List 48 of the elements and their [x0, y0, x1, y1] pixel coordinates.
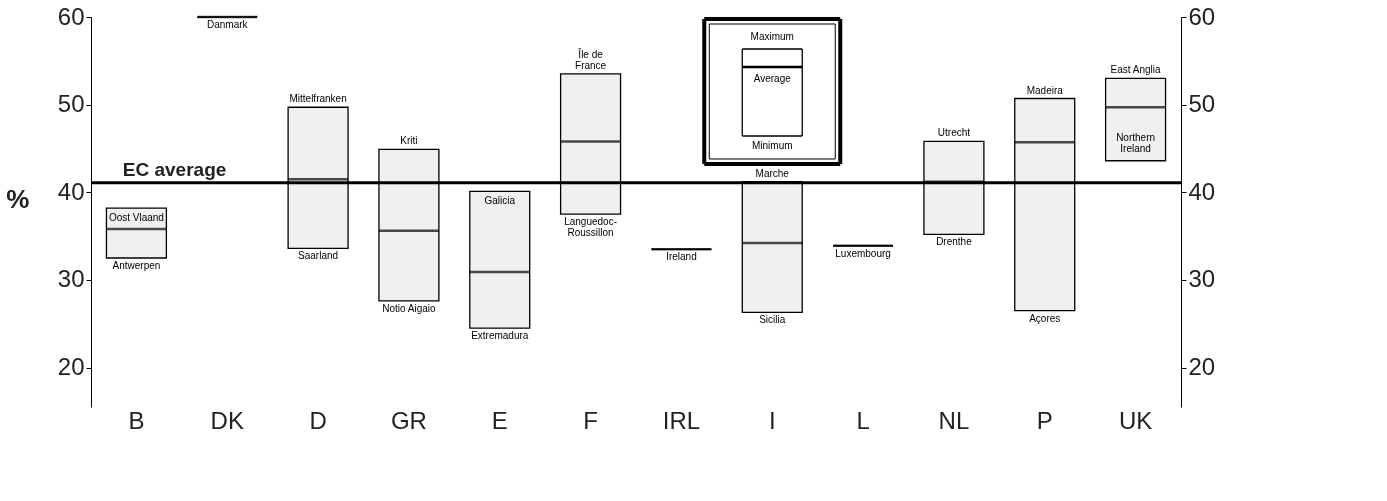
annotation: Maximum: [750, 31, 794, 42]
annotation: East Anglia: [1110, 64, 1162, 76]
annotation: Galicia: [484, 195, 516, 207]
annotation: Mittelfranken: [289, 93, 347, 105]
x-tick-label: UK: [1118, 406, 1153, 434]
annotation: Languedoc-Roussillon: [564, 216, 617, 239]
x-tick-label: IRL: [662, 406, 701, 434]
x-tick-label: D: [309, 406, 327, 434]
annotation: Minimum: [751, 140, 793, 151]
x-tick-label: DK: [210, 406, 244, 434]
x-tick-label: L: [856, 406, 870, 434]
x-tick-label: I: [768, 406, 776, 434]
y2-tick-label: 60: [1188, 2, 1216, 30]
y-tick-label: 60: [57, 2, 85, 30]
annotation: Drenthe: [936, 236, 973, 248]
x-tick-label: NL: [938, 406, 970, 434]
annotation: Average: [753, 73, 792, 84]
y-axis-title: %: [6, 183, 30, 214]
annotation: Madeira: [1026, 84, 1064, 96]
annotation: Île de France: [575, 47, 607, 71]
annotation: Antwerpen: [112, 260, 161, 272]
annotation: Extremadura: [471, 330, 529, 342]
y2-tick-label: 40: [1188, 177, 1216, 205]
annotation: Saarland: [298, 250, 339, 262]
annotation: Açores: [1029, 312, 1061, 324]
y2-tick-label: 30: [1188, 265, 1216, 293]
annotation: Danmark: [206, 19, 249, 30]
annotation: Marche: [755, 167, 790, 179]
y-tick-label: 30: [57, 265, 85, 293]
x-tick-label: P: [1036, 406, 1053, 434]
annotation: Utrecht: [937, 127, 971, 139]
annotation: Ireland: [666, 251, 697, 263]
x-tick-label: F: [583, 406, 598, 434]
annotation: Northern Ireland: [1116, 131, 1156, 154]
annotation: Sicilia: [759, 314, 786, 326]
annotation: Luxembourg: [835, 247, 891, 259]
y-tick-label: 40: [57, 177, 85, 205]
ref-line-label: EC average: [122, 158, 227, 180]
x-tick-label: B: [128, 406, 145, 434]
y2-tick-label: 20: [1188, 353, 1216, 381]
annotation: Oost Vlaand: [108, 212, 164, 224]
y-tick-label: 50: [57, 90, 85, 118]
y2-tick-label: 50: [1188, 90, 1216, 118]
annotation: Notio Aigaio: [382, 302, 437, 314]
annotation: Kriti: [400, 135, 418, 147]
x-tick-label: GR: [390, 406, 427, 434]
y-tick-label: 20: [57, 353, 85, 381]
x-tick-label: E: [491, 406, 508, 434]
